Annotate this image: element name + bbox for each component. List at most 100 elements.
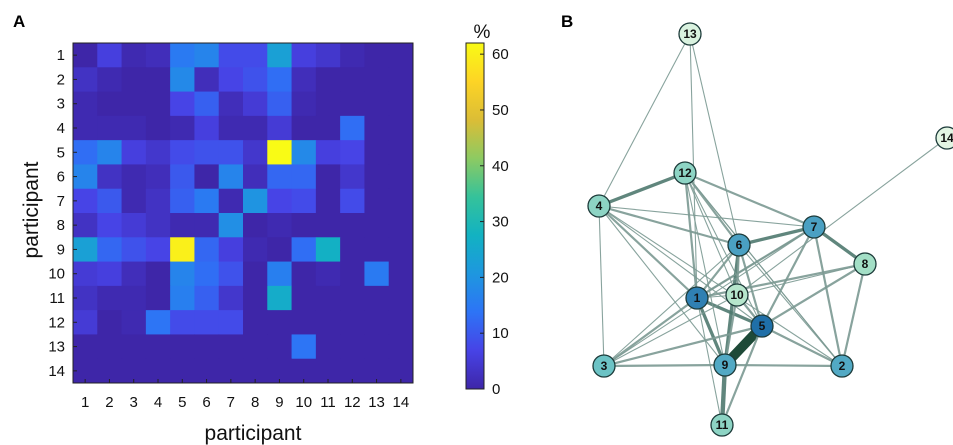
heatmap-cell	[194, 188, 220, 214]
heatmap-cell	[121, 237, 147, 263]
heatmap-cell	[145, 237, 171, 263]
heatmap-cell	[291, 67, 317, 93]
network-node-circle	[802, 215, 826, 239]
network-edge	[598, 33, 691, 207]
y-tick-label: 7	[57, 193, 65, 210]
heatmap-cell	[218, 213, 244, 238]
heatmap-cell	[315, 237, 341, 263]
y-axis-title: participant	[20, 161, 43, 258]
heatmap-cell	[388, 91, 414, 117]
network-node-label: 13	[683, 27, 697, 41]
heatmap-cell	[170, 237, 195, 263]
x-tick-label: 10	[295, 394, 312, 411]
heatmap-cell	[121, 334, 147, 360]
heatmap-cell	[315, 140, 341, 165]
panel-b-label: B	[561, 12, 573, 31]
heatmap-cell	[121, 188, 147, 214]
x-tick-label: 7	[227, 394, 235, 411]
network-node-label: 2	[839, 359, 846, 373]
network-node: 6	[727, 233, 751, 257]
network-edge	[736, 263, 866, 296]
y-tick-label: 2	[57, 71, 65, 88]
heatmap-cell	[388, 188, 414, 214]
network-edge	[723, 293, 739, 367]
network-edge	[840, 262, 867, 368]
colorbar-tick-label: 30	[492, 214, 509, 231]
heatmap-cell	[145, 188, 171, 214]
heatmap-cell	[315, 213, 341, 238]
network-edge	[597, 204, 699, 300]
heatmap-cell	[291, 237, 317, 263]
heatmap-cell	[121, 285, 147, 311]
heatmap-cell	[291, 140, 317, 165]
heatmap-cell	[170, 43, 195, 68]
heatmap-cell	[364, 164, 390, 190]
network-edge	[696, 297, 723, 426]
heatmap-x-ticks: 1 2 3 4 5 6 7 8 9 10 11 12 13 14	[81, 379, 409, 411]
heatmap-cell	[218, 334, 244, 360]
heatmap-cell	[121, 213, 147, 238]
x-tick-label: 8	[251, 394, 259, 411]
heatmap-cell	[121, 91, 147, 117]
heatmap-cell	[267, 310, 293, 335]
network-node-label: 4	[596, 199, 603, 213]
heatmap-cell	[170, 67, 195, 93]
network-node-label: 10	[730, 288, 744, 302]
heatmap-cell	[243, 91, 268, 117]
network-edge	[684, 172, 738, 296]
colorbar-tick-label: 60	[492, 46, 509, 63]
network-edge	[723, 363, 844, 368]
heatmap-cell	[388, 115, 414, 141]
x-tick-label: 13	[368, 394, 385, 411]
heatmap-border	[72, 42, 414, 384]
x-tick-label: 14	[393, 394, 410, 411]
y-tick-label: 8	[57, 217, 65, 234]
heatmap-cell	[291, 334, 317, 360]
heatmap-cell	[340, 310, 365, 335]
network-node-circle	[727, 233, 751, 257]
heatmap-cell	[170, 261, 195, 287]
y-tick-label: 11	[49, 290, 65, 307]
colorbar-tick-label: 10	[492, 325, 509, 342]
heatmap-cell	[218, 261, 244, 287]
heatmap-cell	[170, 310, 195, 335]
heatmap-cell	[194, 261, 220, 287]
heatmap-cell	[267, 164, 293, 190]
heatmap-cell	[170, 188, 195, 214]
heatmap-cell	[73, 164, 98, 190]
network-edge	[720, 324, 764, 427]
heatmap-cell	[340, 67, 365, 93]
network-node: 9	[713, 353, 737, 377]
network-edge	[683, 171, 816, 229]
network-node-circle	[853, 252, 877, 276]
network-edge	[695, 296, 727, 367]
heatmap-cell	[291, 285, 317, 311]
network-edge	[602, 296, 699, 368]
network-edge	[684, 172, 763, 327]
heatmap-cell	[97, 334, 123, 360]
colorbar: 0 10 20 30 40 50 60	[465, 42, 509, 398]
heatmap-cell	[218, 310, 244, 335]
heatmap-cell	[121, 43, 147, 68]
y-tick-label: 13	[48, 339, 65, 356]
colorbar-tick-label: 50	[492, 102, 509, 119]
heatmap-cell	[340, 261, 365, 287]
heatmap-cell	[267, 188, 293, 214]
heatmap-cell	[97, 237, 123, 263]
heatmap-cell	[267, 43, 293, 68]
heatmap-cell	[170, 285, 195, 311]
network-node-circle	[713, 353, 737, 377]
network-edge	[696, 226, 815, 299]
heatmap-cell	[388, 334, 414, 360]
heatmap-cell	[97, 43, 123, 68]
network-edge	[602, 363, 727, 368]
heatmap-cell	[97, 285, 123, 311]
heatmap-cell	[340, 334, 365, 360]
heatmap-cell	[267, 285, 293, 311]
heatmap-cell	[291, 43, 317, 68]
heatmap-cell	[340, 213, 365, 238]
heatmap-cell	[97, 213, 123, 238]
heatmap-cell	[97, 164, 123, 190]
